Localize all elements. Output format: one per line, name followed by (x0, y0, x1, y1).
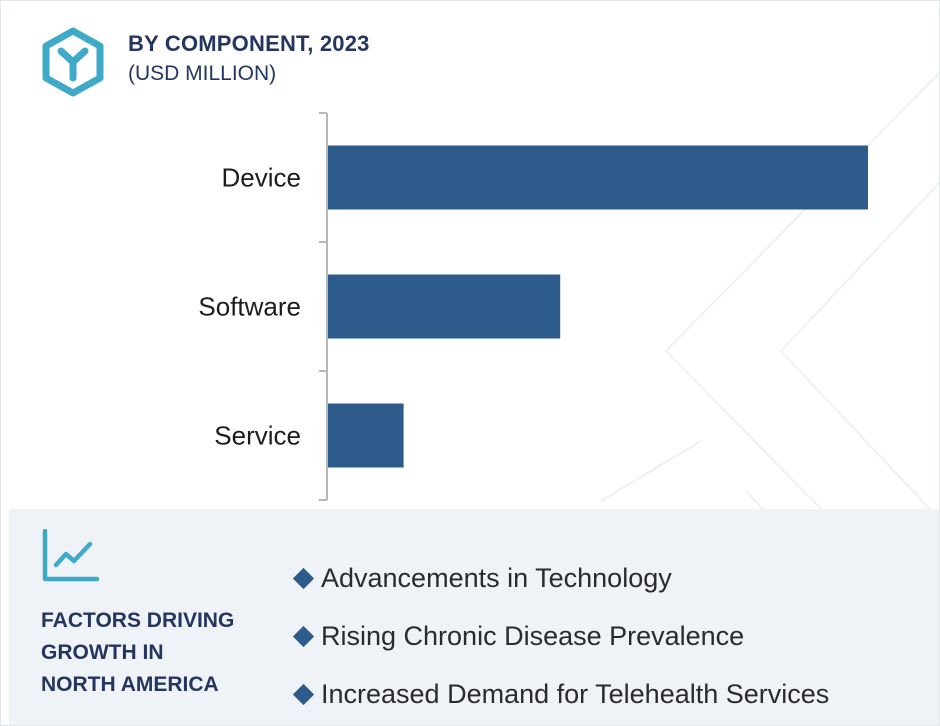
chart-subtitle: (USD MILLION) (128, 62, 277, 85)
bar-device (328, 145, 868, 210)
line-chart-trend-icon (42, 529, 99, 582)
bar-chart: Device Software Service (198, 112, 868, 501)
chart-title: BY COMPONENT, 2023 (128, 31, 370, 56)
category-labels: Device Software Service (198, 163, 301, 451)
factor-list: Advancements in Technology Rising Chroni… (291, 549, 829, 723)
y-axis (319, 112, 328, 501)
factor-item: Advancements in Technology (291, 549, 829, 607)
factors-heading: FACTORS DRIVING GROWTH IN NORTH AMERICA (41, 609, 235, 696)
diamond-bullet-icon (292, 567, 315, 589)
factors-panel: FACTORS DRIVING GROWTH IN NORTH AMERICA … (9, 509, 939, 725)
hexagon-y-logo-icon (42, 27, 104, 97)
factor-text: Increased Demand for Telehealth Services (321, 678, 830, 709)
category-label: Software (198, 292, 301, 322)
factor-item: Increased Demand for Telehealth Services (291, 665, 829, 723)
bar-series (328, 145, 868, 468)
bar-software (328, 274, 561, 339)
category-label: Device (222, 163, 301, 193)
diamond-bullet-icon (292, 683, 315, 705)
factor-item: Rising Chronic Disease Prevalence (291, 607, 829, 665)
bar-service (328, 403, 404, 468)
factor-text: Advancements in Technology (321, 562, 672, 593)
category-label: Service (214, 421, 301, 451)
diamond-bullet-icon (292, 625, 315, 647)
factor-text: Rising Chronic Disease Prevalence (321, 620, 745, 651)
